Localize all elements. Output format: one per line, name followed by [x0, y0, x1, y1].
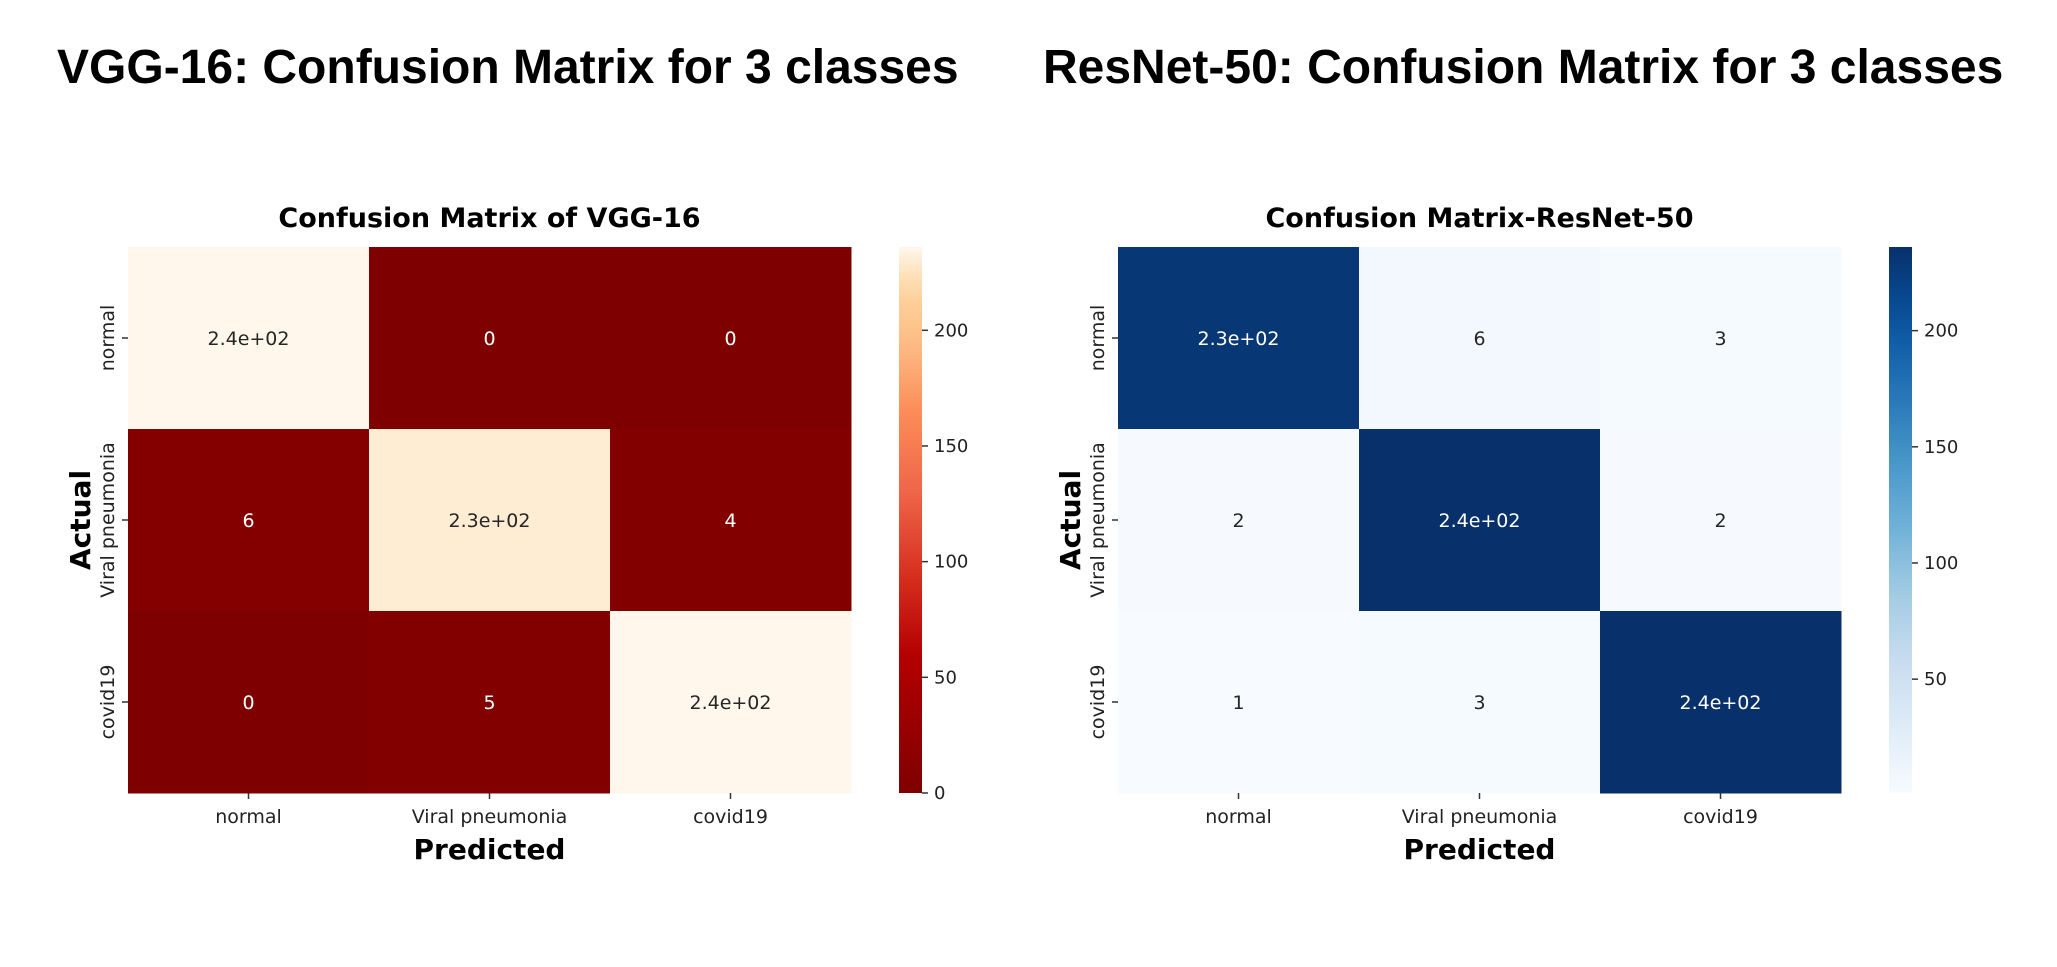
cm0-xlabel: Predicted	[414, 833, 566, 866]
cm0-cell-r0-c0	[128, 247, 370, 430]
cm1-cell-r2-c1	[1359, 611, 1601, 794]
cm1-ylabel: Actual	[1054, 470, 1087, 570]
cm1-cell-r2-c0	[1118, 611, 1360, 794]
cm1-cell-r0-c0	[1118, 247, 1360, 430]
cm1-cb-tick-label-3: 200	[1924, 321, 1958, 342]
cm1-cb-tick-label-0: 50	[1924, 669, 1947, 690]
cm0-cb-tick-label-0: 0	[934, 783, 945, 804]
cm0-cb-tick-label-3: 150	[934, 436, 968, 457]
cm1-cell-label-r0-c0: 2.3e+02	[1197, 328, 1279, 350]
cm1-cell-r1-c2	[1600, 429, 1842, 612]
cm1-cell-r0-c1	[1359, 247, 1601, 430]
heading-vgg16: VGG-16: Confusion Matrix for 3 classes	[57, 41, 959, 94]
cm0-cb-tick-label-1: 50	[934, 667, 957, 688]
cm1-ytick-label-2: covid19	[1087, 665, 1109, 740]
cm0-xtick-label-0: normal	[215, 806, 282, 828]
resnet50-confusion-matrix: Confusion Matrix-ResNet-50 2.3e+02 6 3 2 2.4e…	[1054, 203, 1958, 866]
cm1-xtick-label-0: normal	[1205, 806, 1272, 828]
cm0-cell-label-r2-c0: 0	[242, 692, 254, 714]
cm0-cell-label-r2-c2: 2.4e+02	[689, 692, 771, 714]
vgg16-confusion-matrix: Confusion Matrix of VGG-16 2.4e+02 0 0 6 2.3e…	[64, 203, 968, 866]
cm0-colorbar	[899, 247, 922, 793]
cm1-xlabel: Predicted	[1404, 833, 1556, 866]
cm0-cell-r1-c1	[369, 429, 611, 612]
cm0-cell-r2-c0	[128, 611, 370, 794]
cm0-cell-label-r1-c2: 4	[724, 510, 736, 532]
cm1-cell-r1-c0	[1118, 429, 1360, 612]
cm0-ylabel: Actual	[64, 470, 97, 570]
cm0-cell-label-r1-c1: 2.3e+02	[448, 510, 530, 532]
cm1-xtick-label-2: covid19	[1683, 806, 1758, 828]
cm0-cell-r1-c0	[128, 429, 370, 612]
cm0-cb-tick-label-4: 200	[934, 320, 968, 341]
cm1-colorbar	[1889, 247, 1912, 793]
cm1-cell-label-r2-c0: 1	[1232, 692, 1244, 714]
cm0-ytick-label-2: covid19	[97, 665, 119, 740]
cm1-cell-label-r0-c2: 3	[1714, 328, 1726, 350]
cm0-cell-label-r2-c1: 5	[483, 692, 495, 714]
cm1-cell-label-r2-c2: 2.4e+02	[1679, 692, 1761, 714]
cm0-cell-r0-c1	[369, 247, 611, 430]
cm1-cell-label-r2-c1: 3	[1473, 692, 1485, 714]
cm1-cell-label-r1-c1: 2.4e+02	[1438, 510, 1520, 532]
cm0-cell-label-r0-c2: 0	[724, 328, 736, 350]
cm0-ytick-label-1: Viral pneumonia	[97, 442, 119, 598]
cm1-ytick-label-0: normal	[1087, 305, 1109, 372]
cm1-cell-r1-c1	[1359, 429, 1601, 612]
cm0-title: Confusion Matrix of VGG-16	[278, 203, 700, 234]
cm1-title: Confusion Matrix-ResNet-50	[1265, 203, 1693, 234]
cm1-cb-tick-label-2: 150	[1924, 437, 1958, 458]
cm1-cell-label-r1-c2: 2	[1714, 510, 1726, 532]
cm1-cell-r2-c2	[1600, 611, 1842, 794]
cm1-cell-r0-c2	[1600, 247, 1842, 430]
cm0-cell-label-r1-c0: 6	[242, 510, 254, 532]
cm0-cell-r0-c2	[610, 247, 852, 430]
cm0-cell-r1-c2	[610, 429, 852, 612]
cm0-cell-label-r0-c0: 2.4e+02	[207, 328, 289, 350]
cm1-xtick-label-1: Viral pneumonia	[1402, 806, 1558, 828]
cm0-cell-label-r0-c1: 0	[483, 328, 495, 350]
cm0-ytick-label-0: normal	[97, 305, 119, 372]
heading-resnet50: ResNet-50: Confusion Matrix for 3 classe…	[1043, 41, 2004, 94]
cm0-cb-tick-label-2: 100	[934, 552, 968, 573]
cm1-ytick-label-1: Viral pneumonia	[1087, 442, 1109, 598]
cm0-xtick-label-1: Viral pneumonia	[412, 806, 568, 828]
cm0-xtick-label-2: covid19	[693, 806, 768, 828]
cm0-cell-r2-c2	[610, 611, 852, 794]
cm1-cb-tick-label-1: 100	[1924, 553, 1958, 574]
cm1-cell-label-r0-c1: 6	[1473, 328, 1485, 350]
cm0-cell-r2-c1	[369, 611, 611, 794]
cm1-cell-label-r1-c0: 2	[1232, 510, 1244, 532]
